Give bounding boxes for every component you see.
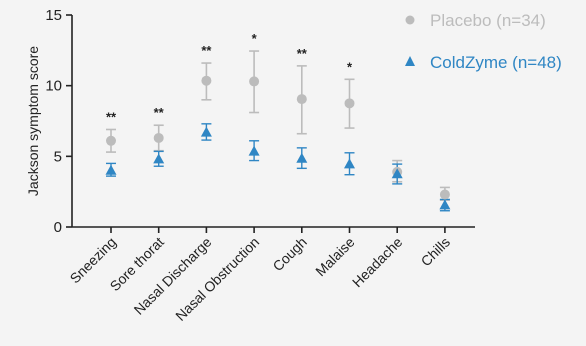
significance-label: * (347, 59, 353, 74)
legend-marker-coldzyme (405, 56, 415, 66)
placebo-point (344, 98, 355, 109)
significance-annotations: ** ******** (106, 31, 353, 124)
legend-label: ColdZyme (n=48) (430, 53, 562, 72)
y-axis-title: Jackson symptom score (25, 46, 41, 196)
significance-label: ** (106, 109, 117, 124)
significance-label: * (252, 31, 258, 46)
legend: Placebo (n=34) ColdZyme (n=48) (405, 11, 562, 72)
error-bars (106, 50, 450, 212)
placebo-point (296, 94, 307, 105)
y-tick-label: 15 (45, 7, 62, 24)
y-tick-label: 0 (54, 219, 62, 236)
x-tick-label: Nasal Obstruction (172, 234, 262, 324)
placebo-point (439, 189, 450, 200)
data-points (105, 75, 451, 210)
significance-label: ** (297, 46, 308, 61)
coldzyme-point (439, 199, 451, 210)
placebo-point (153, 132, 164, 143)
coldzyme-point (200, 126, 212, 137)
coldzyme-point (344, 158, 355, 169)
y-tick-label: 5 (54, 148, 62, 165)
legend-marker-placebo (405, 15, 415, 25)
x-tick-label: Headache (349, 234, 406, 291)
legend-label: Placebo (n=34) (430, 11, 546, 30)
coldzyme-point (248, 145, 260, 156)
placebo-point (106, 135, 116, 146)
x-tick-label: Malaise (312, 234, 358, 280)
coldzyme-point (153, 153, 165, 164)
x-tick-label: Cough (269, 234, 309, 274)
significance-label: ** (201, 43, 212, 58)
coldzyme-point (391, 168, 403, 179)
y-tick-label: 10 (45, 78, 62, 95)
significance-label: ** (154, 105, 165, 120)
placebo-point (249, 76, 260, 87)
placebo-point (201, 75, 212, 86)
coldzyme-point (105, 164, 117, 175)
x-tick-label: Chills (418, 234, 454, 270)
coldzyme-point (296, 152, 308, 163)
